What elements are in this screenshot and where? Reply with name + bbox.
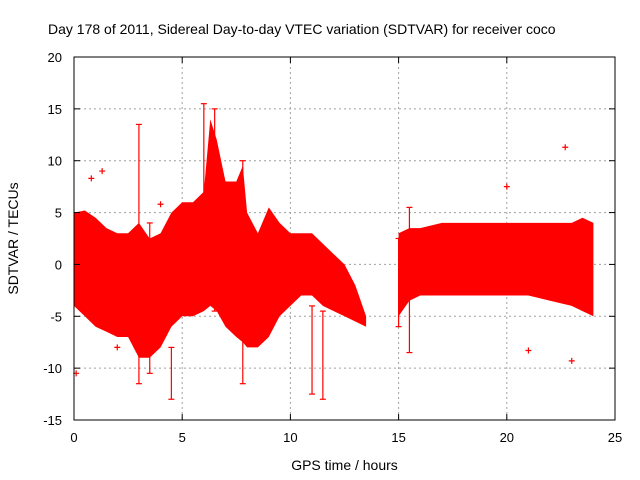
x-axis-label: GPS time / hours [291,457,398,473]
data-point [525,347,532,354]
data-point [562,144,569,151]
data-point [157,201,164,208]
plot-frame [73,56,616,421]
data-band [74,119,367,358]
chart-title: Day 178 of 2011, Sidereal Day-to-day VTE… [48,21,556,37]
data-layer [73,103,594,400]
x-tick-label: 0 [70,430,77,445]
y-tick-label: 15 [48,102,62,117]
data-point [88,175,95,182]
x-tick-label: 25 [608,430,622,445]
y-tick-label: 20 [48,50,62,65]
data-point [568,357,575,364]
data-point [114,344,121,351]
x-tick-label: 5 [179,430,186,445]
y-tick-label: -10 [43,361,62,376]
x-tick-label: 20 [500,430,514,445]
ticks: 0 5 10 15 20 25 -15 -10 -5 0 5 10 15 20 [43,50,622,445]
y-tick-label: 0 [55,257,62,272]
y-tick-label: -5 [50,309,62,324]
x-tick-label: 15 [391,430,405,445]
y-tick-label: 5 [55,206,62,221]
data-point [503,183,510,190]
y-tick-label: 10 [48,154,62,169]
y-axis-label: SDTVAR / TECUs [5,182,21,294]
x-tick-label: 10 [283,430,297,445]
data-band [398,217,594,317]
data-point [99,168,106,175]
y-tick-label: -15 [43,413,62,428]
